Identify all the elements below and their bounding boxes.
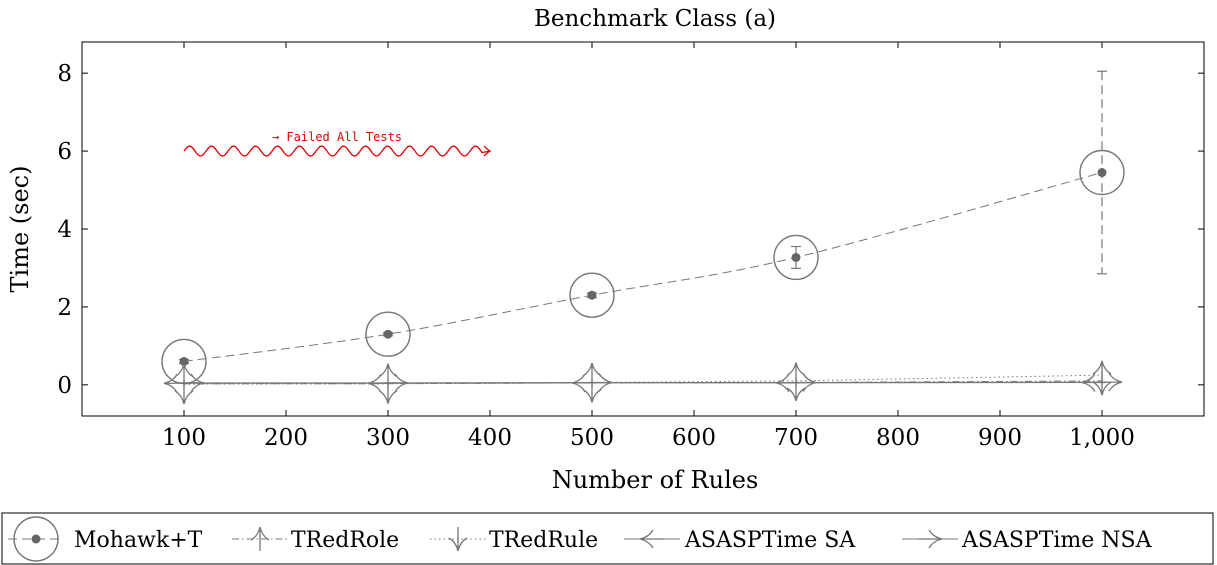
series-line bbox=[183, 374, 1103, 385]
tredrule-marker bbox=[786, 376, 806, 402]
x-axis-label: Number of Rules bbox=[552, 466, 759, 494]
x-tick-label: 1,000 bbox=[1069, 425, 1135, 451]
mohawk-marker-dot bbox=[791, 252, 801, 262]
legend: Mohawk+T TRedRole TRedRule ASASPTime SA ASAS… bbox=[1, 512, 1214, 565]
legend-marker bbox=[918, 529, 943, 549]
asasp-nsa-marker bbox=[792, 373, 817, 392]
asasp-nsa-marker bbox=[1098, 372, 1123, 392]
legend-label: TRedRole bbox=[291, 528, 399, 553]
series-layer bbox=[161, 70, 1125, 405]
y-tick-label: 4 bbox=[57, 217, 72, 243]
legend-entry-0: Mohawk+T bbox=[8, 516, 203, 562]
mohawk-marker-ring bbox=[365, 311, 411, 357]
mohawk-marker-ring bbox=[773, 234, 819, 281]
series-2 bbox=[174, 371, 1112, 405]
series-4 bbox=[180, 372, 1123, 393]
legend-entry-2: TRedRule bbox=[430, 527, 598, 553]
series-line bbox=[184, 381, 1103, 384]
legend-label: ASASPTime NSA bbox=[961, 528, 1153, 553]
x-tick-label: 600 bbox=[672, 425, 716, 451]
asasp-nsa-marker bbox=[180, 373, 205, 393]
legend-box bbox=[1, 512, 1214, 565]
legend-label: Mohawk+T bbox=[74, 528, 203, 553]
legend-label: ASASPTime SA bbox=[684, 528, 856, 553]
x-tick-label: 100 bbox=[162, 425, 206, 451]
failed-annotation: → Failed All Tests bbox=[183, 130, 492, 157]
legend-marker bbox=[639, 529, 664, 549]
asasp-nsa-marker bbox=[384, 373, 409, 393]
chart-title: Benchmark Class (a) bbox=[534, 6, 776, 32]
series-line bbox=[183, 172, 1103, 362]
x-ticks: 100 200 300 400 500 600 700 800 900 1,000 bbox=[162, 42, 1135, 451]
asasp-nsa-marker bbox=[588, 373, 613, 392]
failed-arrow-head bbox=[483, 145, 492, 157]
mohawk-marker-dot bbox=[587, 290, 597, 300]
y-tick-label: 6 bbox=[57, 139, 72, 165]
y-ticks: 0 2 4 6 8 bbox=[57, 61, 1204, 399]
tredrule-marker bbox=[174, 380, 194, 405]
y-axis-label: Time (sec) bbox=[6, 166, 34, 293]
x-tick-label: 800 bbox=[876, 425, 920, 451]
mohawk-marker-dot bbox=[179, 356, 189, 366]
y-tick-label: 8 bbox=[57, 61, 72, 87]
mohawk-marker-dot bbox=[383, 329, 393, 339]
y-tick-label: 0 bbox=[57, 373, 72, 399]
failed-annotation-label: → Failed All Tests bbox=[272, 130, 402, 144]
mohawk-marker-ring bbox=[1079, 149, 1125, 196]
y-tick-label: 2 bbox=[57, 295, 72, 321]
legend-marker-dot bbox=[31, 534, 41, 544]
legend-label: TRedRule bbox=[489, 528, 598, 553]
x-tick-label: 700 bbox=[774, 425, 818, 451]
legend-marker-ring bbox=[13, 516, 59, 562]
legend-marker bbox=[250, 526, 270, 551]
x-tick-label: 200 bbox=[264, 425, 308, 451]
x-tick-label: 500 bbox=[570, 425, 614, 451]
legend-entry-4: ASASPTime NSA bbox=[902, 528, 1153, 553]
failed-wave-line bbox=[183, 145, 491, 157]
mohawk-marker-ring bbox=[569, 272, 615, 318]
x-tick-label: 300 bbox=[366, 425, 410, 451]
legend-entry-1: TRedRole bbox=[232, 526, 399, 553]
mohawk-marker-dot bbox=[1097, 168, 1107, 178]
x-tick-label: 400 bbox=[468, 425, 512, 451]
legend-marker bbox=[448, 527, 468, 552]
legend-entry-3: ASASPTime SA bbox=[624, 528, 856, 553]
plot-area bbox=[81, 41, 1205, 417]
x-tick-label: 900 bbox=[978, 425, 1022, 451]
series-0 bbox=[161, 70, 1125, 385]
